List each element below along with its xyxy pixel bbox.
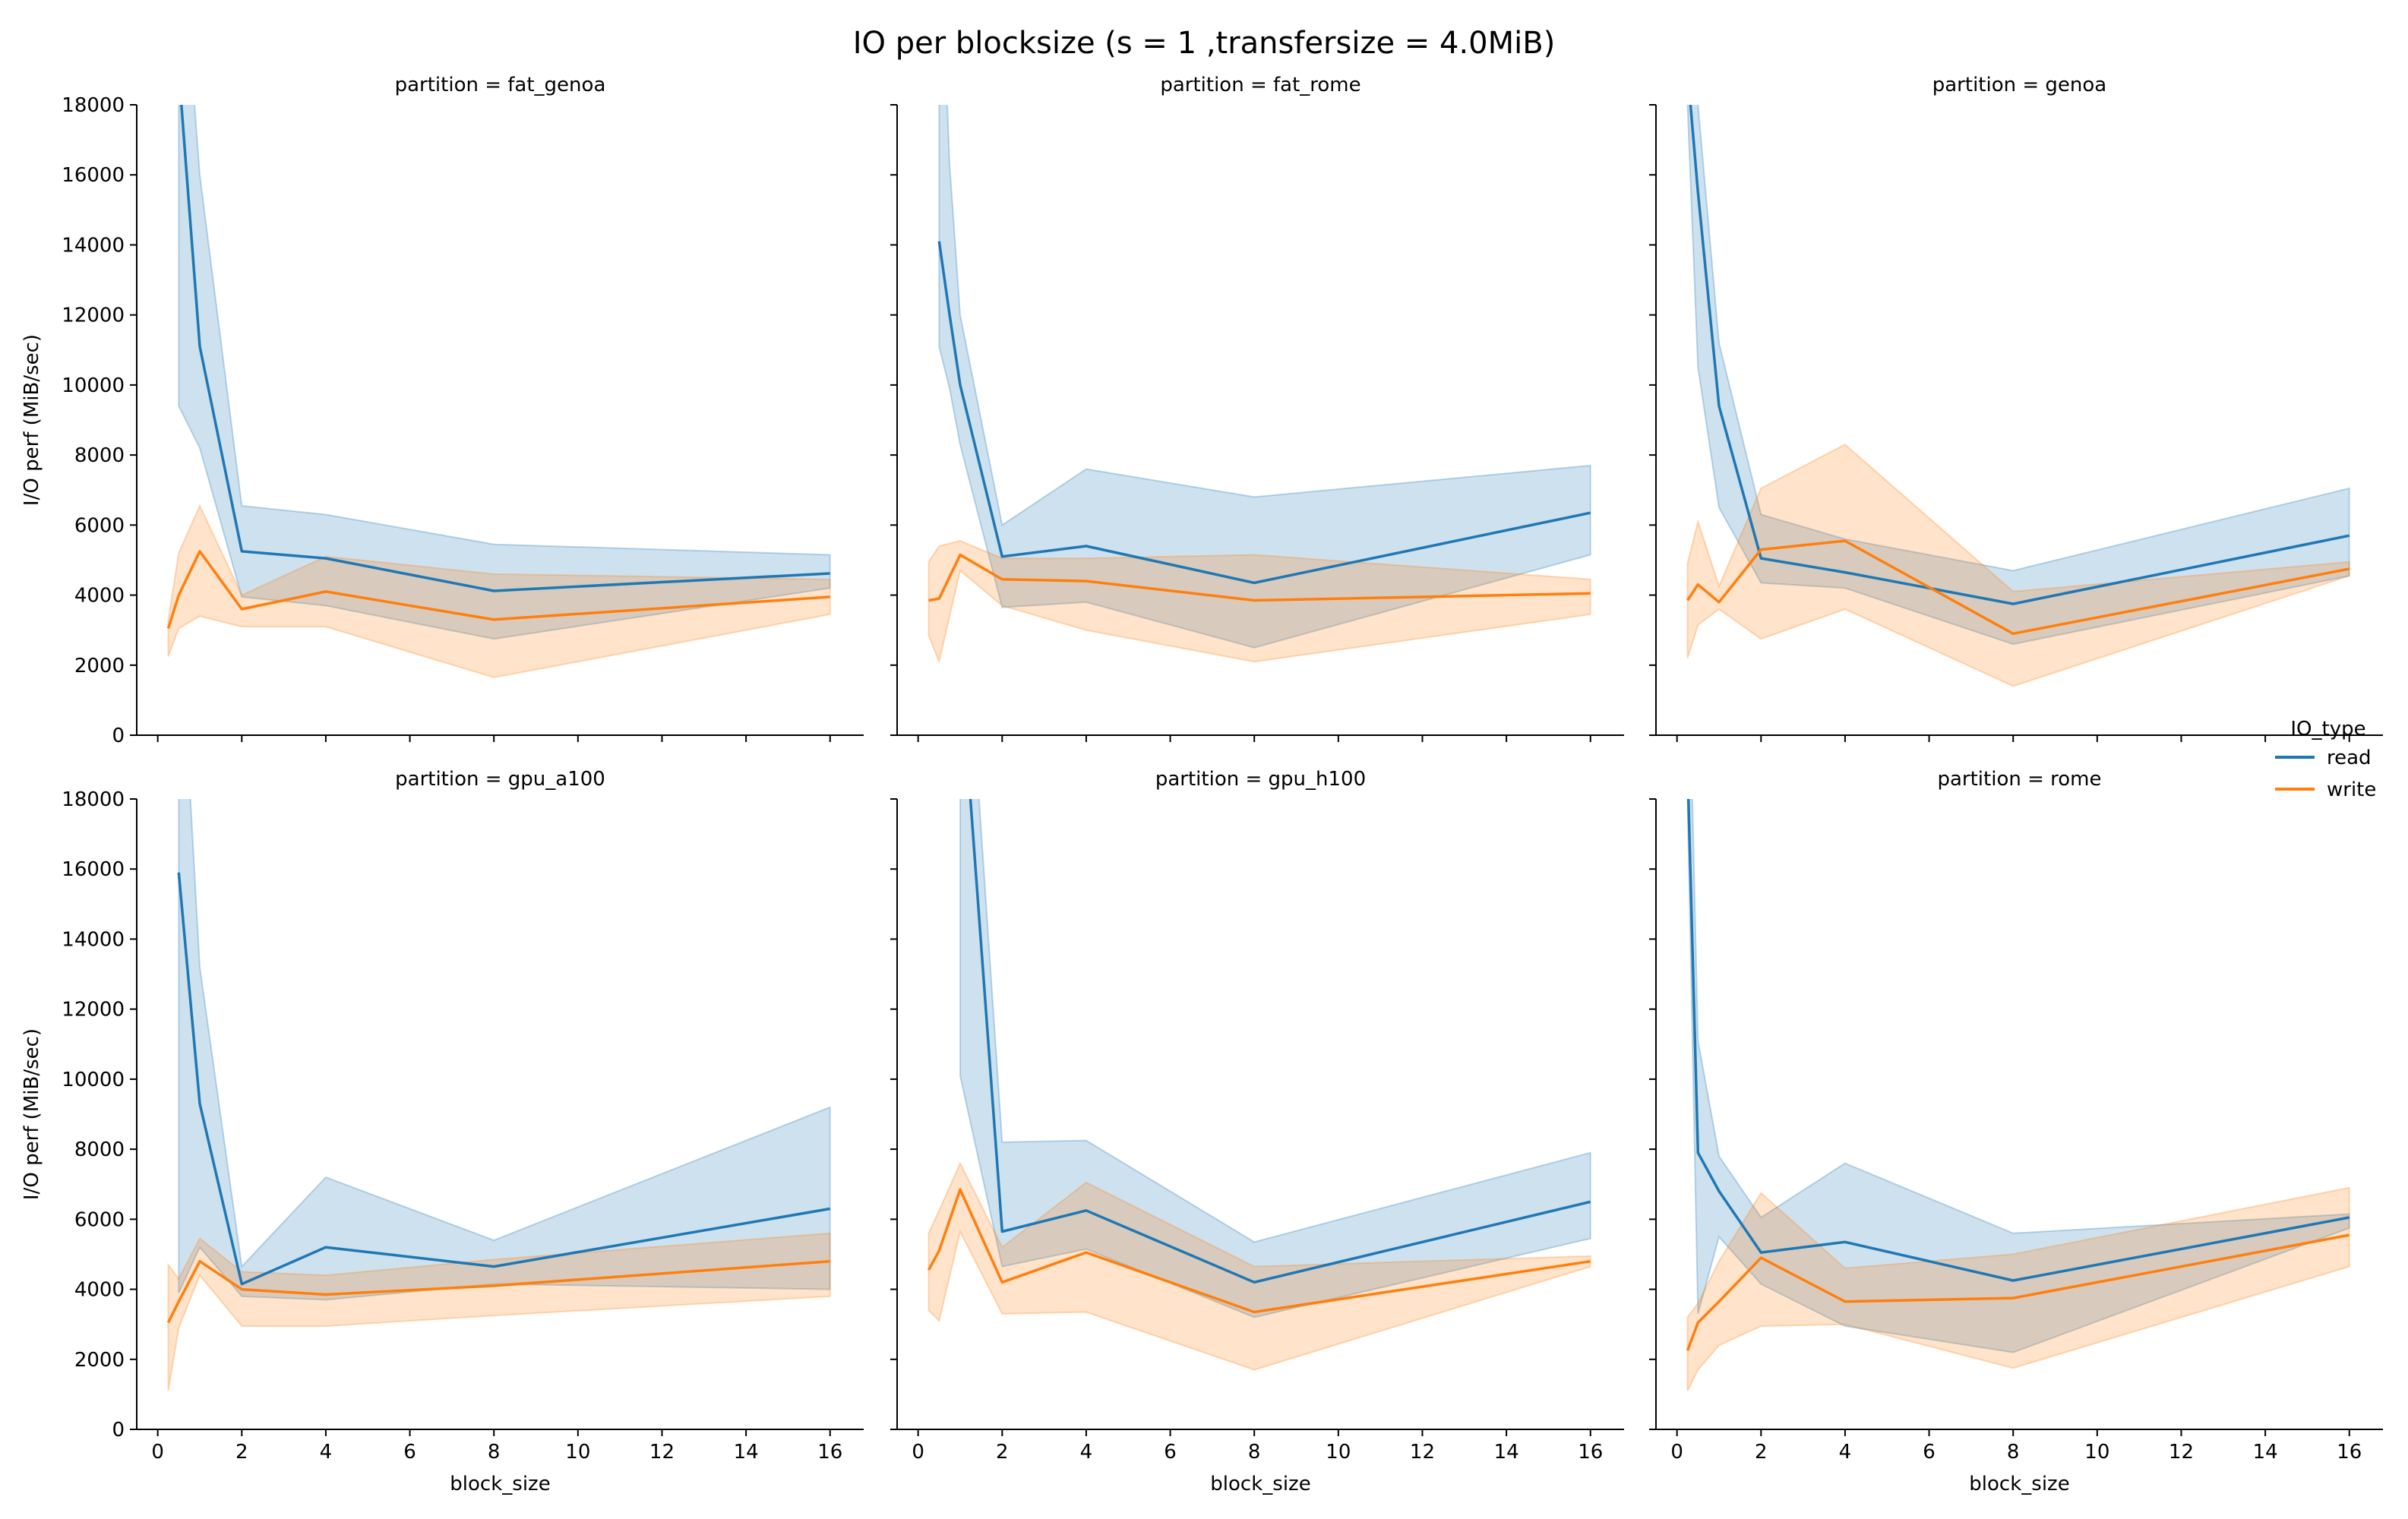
y-tick-label: 18000: [62, 94, 125, 117]
x-tick-label: 14: [1494, 1441, 1519, 1464]
y-tick-label: 18000: [62, 788, 125, 811]
panel-0: partition = fat_genoa 0 2000 4000 6000 8000 10…: [21, 74, 864, 747]
legend: IO_type read write: [2275, 718, 2376, 801]
x-tick-label: 10: [1326, 1441, 1351, 1464]
plot-area: [927, 799, 1591, 1371]
panel-3: partition = gpu_a100 0 2 4 6 8 10 12 14 16 0 2000 40…: [21, 768, 864, 1495]
x-tick-label: 2: [1755, 1441, 1768, 1464]
plot-area: [1686, 799, 2350, 1391]
x-tick-label: 2: [235, 1441, 248, 1464]
confidence-band-read: [938, 105, 1591, 649]
series-line-write: [1686, 1233, 2350, 1351]
confidence-band-read: [1686, 105, 2350, 646]
series-line-read: [1686, 799, 2350, 1282]
confidence-band-read: [1686, 799, 2350, 1353]
y-tick-label: 16000: [62, 164, 125, 187]
series-line-read: [969, 799, 1591, 1284]
series-line-write: [166, 550, 830, 629]
x-axis-label: block_size: [1969, 1473, 2069, 1495]
y-tick-label: 6000: [74, 1208, 125, 1231]
y-tick-label: 4000: [74, 1279, 125, 1302]
x-tick-label: 12: [2169, 1441, 2194, 1464]
y-tick-label: 8000: [74, 1138, 125, 1161]
x-tick-label: 6: [1923, 1441, 1936, 1464]
x-tick-label: 10: [2084, 1441, 2109, 1464]
y-tick-label: 12000: [62, 305, 125, 327]
y-tick-label: 4000: [74, 585, 125, 608]
x-tick-label: 0: [151, 1441, 164, 1464]
y-tick-label: 2000: [74, 655, 125, 677]
legend-label-write: write: [2327, 778, 2376, 801]
series-line-write: [166, 1259, 830, 1324]
x-tick-label: 0: [1670, 1441, 1683, 1464]
plot-area: [166, 799, 831, 1391]
confidence-band-read: [178, 105, 831, 640]
confidence-band-write: [1686, 444, 2350, 687]
panel-title: partition = rome: [1937, 768, 2101, 791]
x-tick-label: 8: [488, 1441, 501, 1464]
panel-title: partition = fat_rome: [1160, 74, 1360, 96]
x-tick-label: 2: [996, 1441, 1009, 1464]
panel-1: partition = fat_rome: [890, 74, 1624, 742]
confidence-band-read: [178, 799, 831, 1301]
panel-title: partition = genoa: [1932, 74, 2106, 96]
x-tick-label: 6: [1164, 1441, 1177, 1464]
panel-5: partition = rome 0 2 4 6 8 10 12 14 16 block_size: [1649, 768, 2383, 1495]
y-tick-label: 14000: [62, 928, 125, 951]
y-tick-label: 8000: [74, 444, 125, 467]
legend-title: IO_type: [2290, 718, 2365, 741]
x-axis-label: block_size: [1210, 1473, 1310, 1495]
panel-4: partition = gpu_h100 0 2 4 6 8 10 12 14 16 block_s…: [890, 768, 1624, 1495]
x-tick-label: 8: [2007, 1441, 2020, 1464]
confidence-band-read: [959, 799, 1591, 1318]
y-tick-label: 0: [112, 1419, 125, 1442]
x-tick-label: 14: [2253, 1441, 2278, 1464]
y-tick-label: 12000: [62, 999, 125, 1022]
x-tick-label: 16: [2337, 1441, 2362, 1464]
series-line-read: [180, 105, 830, 592]
series-line-read: [1689, 105, 2350, 605]
x-tick-label: 8: [1248, 1441, 1261, 1464]
y-axis-label: I/O perf (MiB/sec): [21, 1028, 43, 1200]
y-tick-label: 6000: [74, 514, 125, 537]
x-tick-label: 4: [1839, 1441, 1852, 1464]
x-tick-label: 6: [403, 1441, 416, 1464]
series-line-read: [177, 872, 830, 1286]
x-tick-label: 12: [649, 1441, 675, 1464]
x-tick-label: 14: [734, 1441, 759, 1464]
x-tick-label: 16: [1578, 1441, 1603, 1464]
x-tick-label: 0: [912, 1441, 924, 1464]
y-tick-label: 10000: [62, 1069, 125, 1091]
series-line-write: [1686, 539, 2350, 636]
x-tick-label: 4: [320, 1441, 333, 1464]
x-tick-label: 10: [565, 1441, 590, 1464]
figure-title: IO per blocksize (s = 1 ,transfersize = …: [853, 26, 1556, 61]
y-tick-label: 2000: [74, 1349, 125, 1372]
panel-2: partition = genoa: [1649, 74, 2383, 742]
x-axis-label: block_size: [450, 1473, 550, 1495]
y-tick-label: 14000: [62, 234, 125, 257]
x-tick-label: 12: [1410, 1441, 1435, 1464]
panels: partition = fat_genoa0200040006000800010…: [21, 74, 2383, 1495]
x-tick-label: 16: [817, 1441, 842, 1464]
panel-title: partition = gpu_a100: [395, 768, 605, 791]
plot-area: [166, 105, 831, 678]
y-axis-label: I/O perf (MiB/sec): [21, 334, 43, 506]
plot-area: [1686, 105, 2350, 687]
plot-area: [927, 105, 1591, 665]
series-line-write: [927, 1188, 1591, 1314]
y-tick-label: 16000: [62, 858, 125, 881]
series-line-read: [937, 241, 1591, 585]
y-tick-label: 0: [112, 725, 125, 747]
legend-label-read: read: [2327, 747, 2372, 769]
y-tick-label: 10000: [62, 374, 125, 397]
panel-title: partition = fat_genoa: [395, 74, 606, 96]
panel-title: partition = gpu_h100: [1155, 768, 1366, 791]
x-tick-label: 4: [1080, 1441, 1093, 1464]
series-line-write: [928, 553, 1591, 602]
confidence-band-write: [1686, 1186, 2350, 1391]
